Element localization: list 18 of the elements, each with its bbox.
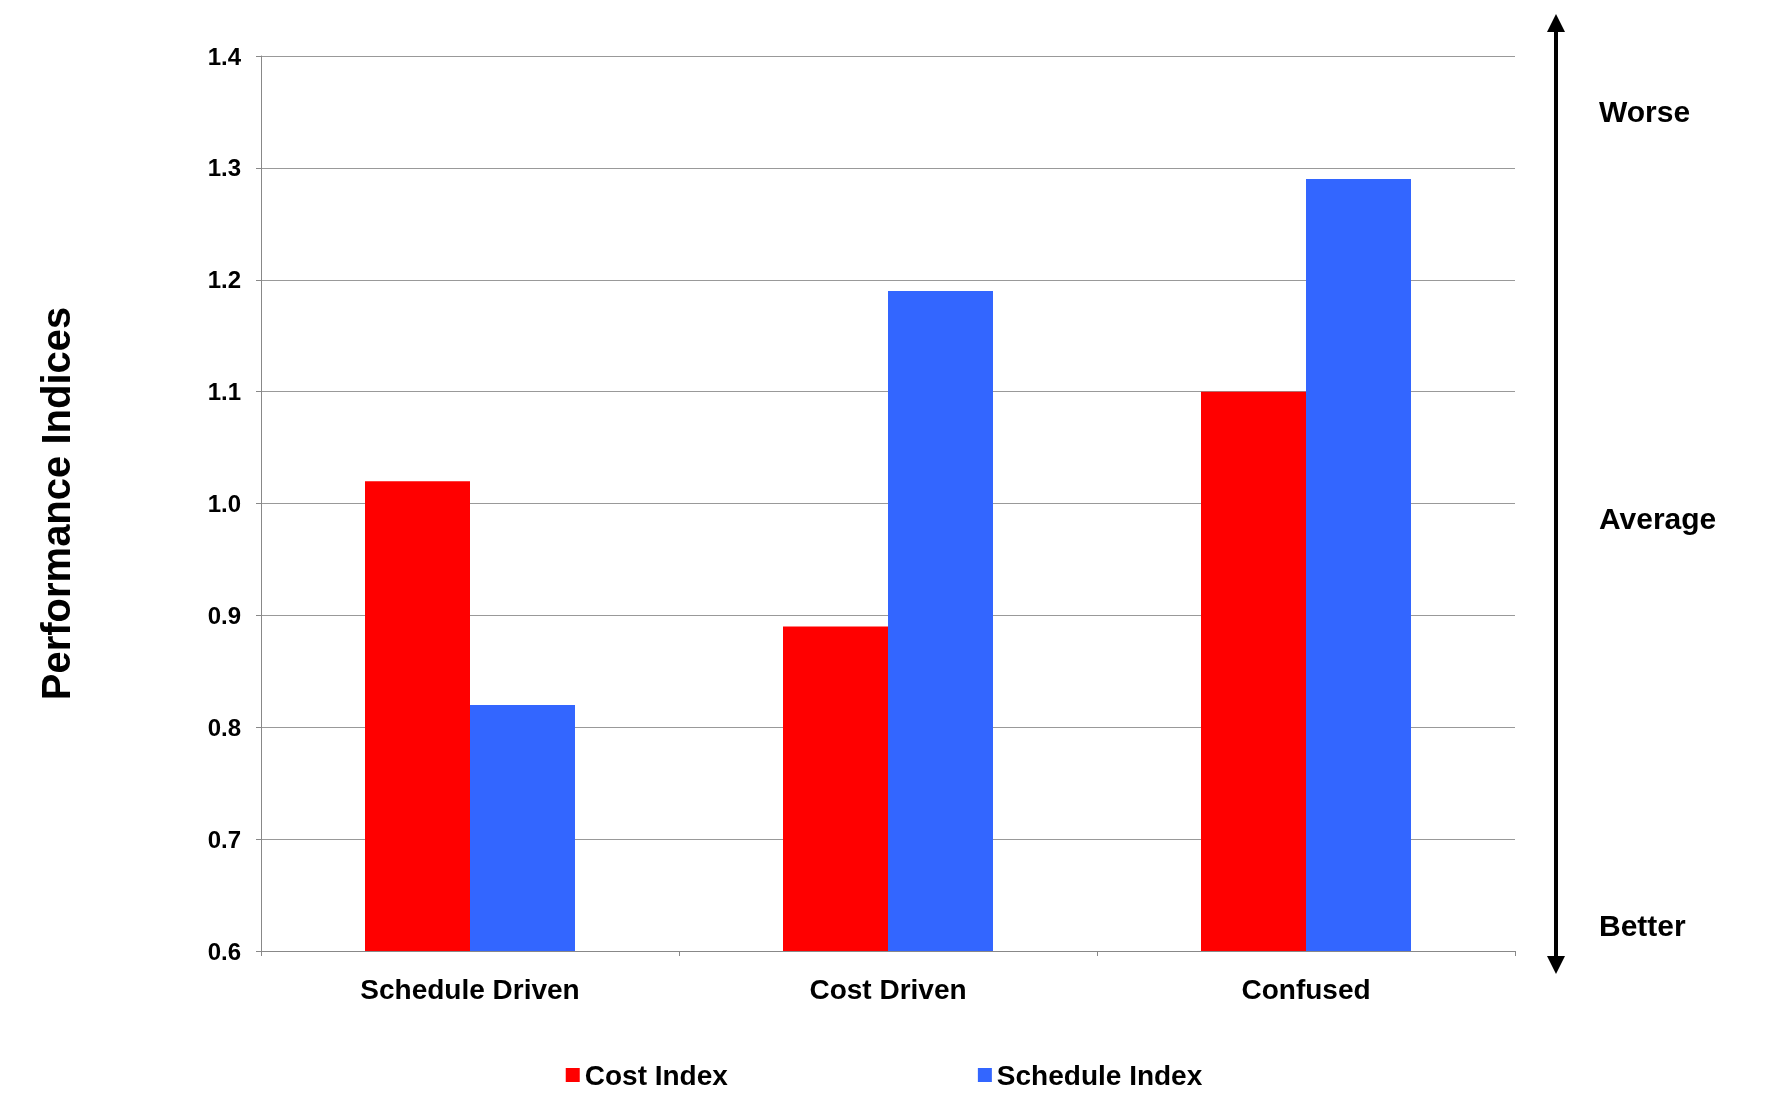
text: Worse bbox=[1599, 94, 1691, 128]
legend-label: Cost Index bbox=[584, 1059, 729, 1091]
legend-label: Schedule Index bbox=[996, 1059, 1203, 1091]
y-tick-label: 0.9 bbox=[207, 601, 241, 629]
text: Average bbox=[1599, 502, 1717, 535]
y-tick-label: 1.1 bbox=[207, 378, 241, 406]
y-tick-label: 0.7 bbox=[207, 825, 241, 853]
y-tick-label: 1.4 bbox=[207, 42, 242, 70]
x-tick-label: Cost Driven bbox=[809, 973, 967, 1005]
y-axis-title: Performance Indices bbox=[34, 306, 78, 701]
text: Better bbox=[1599, 909, 1687, 943]
x-tick-label: Schedule Driven bbox=[360, 973, 580, 1005]
x-tick-label: Confused bbox=[1241, 973, 1371, 1005]
y-tick-label: 0.6 bbox=[207, 937, 241, 965]
y-tick-label: 1.0 bbox=[207, 490, 241, 517]
y-tick-label: 0.8 bbox=[207, 713, 241, 741]
y-tick-label: 1.3 bbox=[207, 154, 241, 182]
y-tick-label: 1.2 bbox=[207, 266, 241, 294]
